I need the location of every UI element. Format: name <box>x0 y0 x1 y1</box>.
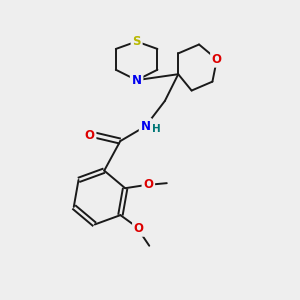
Text: N: N <box>140 120 151 133</box>
Text: O: O <box>212 53 222 66</box>
Text: O: O <box>143 178 153 191</box>
Text: N: N <box>132 74 142 87</box>
Text: S: S <box>132 35 141 48</box>
Text: O: O <box>85 129 95 142</box>
Text: H: H <box>152 124 161 134</box>
Text: O: O <box>134 222 144 235</box>
